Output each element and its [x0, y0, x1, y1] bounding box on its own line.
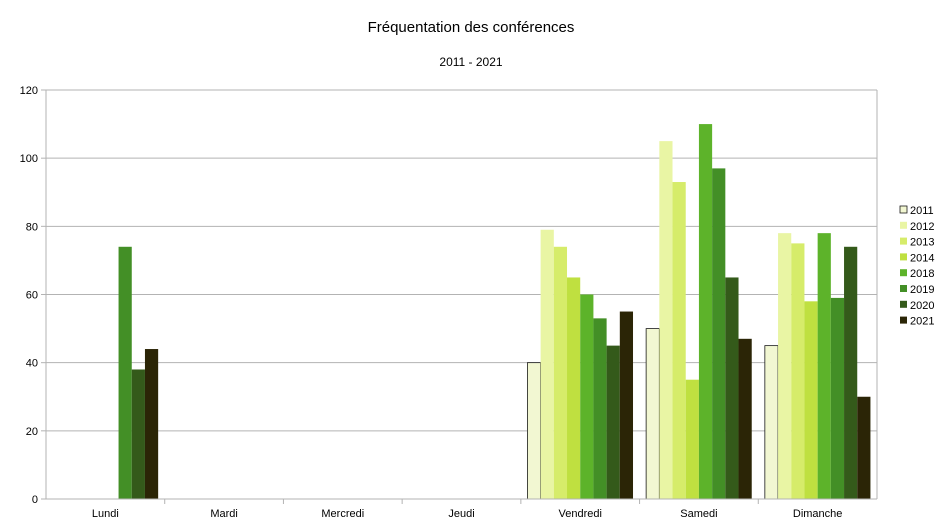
bars-group	[118, 124, 871, 500]
x-tick-labels: Lundi Mardi Mercredi Jeudi Vendredi Samedi Dim…	[92, 508, 843, 520]
legend-label-2019: 2019	[910, 284, 934, 296]
legend-label-2020: 2020	[910, 300, 934, 312]
x-tick-label: Samedi	[680, 508, 717, 520]
bar-2021-vendredi	[619, 311, 634, 499]
legend-swatch-2011	[899, 205, 908, 214]
legend: 2011 2012 2013 2014 2018 2019 2020 2021	[899, 205, 934, 328]
legend-swatch-2014	[900, 253, 907, 261]
y-tick-label: 20	[26, 426, 38, 438]
bar-2020-vendredi	[606, 345, 620, 499]
legend-label-2013: 2013	[910, 237, 934, 249]
bar-2011-samedi	[645, 328, 660, 500]
bar-2020-lundi	[131, 369, 145, 499]
bar-2011-dimanche	[764, 345, 779, 500]
bar-2021-lundi	[144, 349, 159, 499]
chart-title: Fréquentation des conférences	[368, 19, 575, 36]
y-tick-labels: 0 20 40 60 80 100 120	[20, 85, 38, 506]
axes	[41, 89, 878, 504]
x-tick-label: Jeudi	[448, 508, 474, 520]
bar-2018-vendredi	[580, 294, 594, 499]
legend-swatch-2020	[900, 300, 907, 308]
y-tick-label: 80	[26, 221, 38, 233]
y-tick-label: 40	[26, 358, 38, 370]
bar-2019-dimanche	[830, 297, 845, 499]
bar-2014-dimanche	[804, 301, 818, 499]
bar-2011-vendredi	[527, 362, 542, 500]
legend-label-2011: 2011	[910, 205, 934, 217]
legend-swatch-2018	[900, 269, 907, 277]
legend-label-2018: 2018	[910, 268, 934, 280]
legend-swatch-2013	[900, 237, 907, 245]
grid-lines	[46, 89, 877, 500]
bar-2020-samedi	[725, 277, 739, 499]
legend-label-2012: 2012	[910, 221, 934, 233]
x-tick-label: Vendredi	[558, 508, 601, 520]
x-tick-label: Mardi	[210, 508, 238, 520]
chart-subtitle: 2011 - 2021	[439, 55, 502, 69]
x-tick-label: Lundi	[92, 508, 119, 520]
y-tick-label: 60	[26, 290, 38, 302]
legend-swatch-2021	[900, 316, 907, 324]
bar-2012-dimanche	[778, 233, 792, 499]
bar-2014-vendredi	[567, 277, 581, 499]
bar-2013-samedi	[672, 182, 686, 499]
bar-2021-dimanche	[857, 396, 871, 499]
bar-2021-samedi	[738, 338, 752, 499]
bar-2013-dimanche	[791, 243, 805, 499]
legend-swatch-2012	[900, 221, 907, 229]
y-tick-label: 100	[20, 153, 38, 165]
bar-2012-samedi	[659, 141, 673, 499]
y-tick-label: 0	[32, 494, 38, 506]
bar-2019-vendredi	[593, 318, 607, 499]
legend-label-2021: 2021	[910, 316, 934, 328]
x-tick-label: Mercredi	[321, 508, 364, 520]
bar-2014-samedi	[685, 379, 699, 499]
x-tick-label: Dimanche	[793, 508, 843, 520]
y-tick-label: 120	[20, 85, 38, 97]
legend-label-2014: 2014	[910, 252, 934, 264]
bar-2019-samedi	[712, 168, 726, 499]
bar-2012-vendredi	[540, 229, 554, 499]
legend-swatch-2019	[900, 285, 907, 292]
bar-2013-vendredi	[553, 246, 568, 499]
bar-2018-samedi	[698, 124, 713, 499]
bar-2020-dimanche	[844, 246, 858, 499]
bar-2018-dimanche	[817, 233, 831, 499]
bar-2019-lundi	[118, 246, 132, 499]
